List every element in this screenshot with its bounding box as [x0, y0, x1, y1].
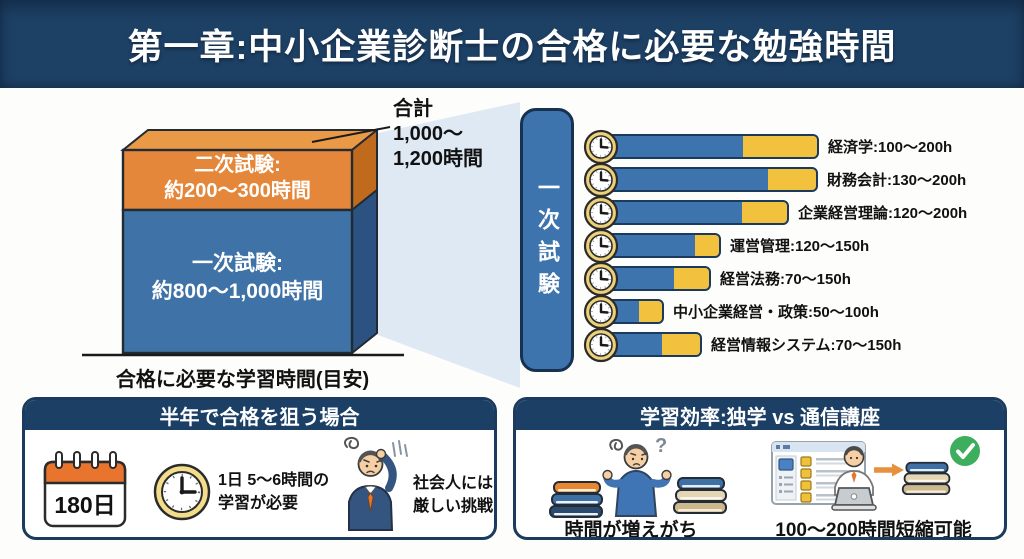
subject-row: 中小企業経営・政策:50〜100h — [583, 295, 967, 328]
calendar-icon: 180日 — [43, 451, 127, 528]
subject-label: 経済学:100〜200h — [828, 139, 953, 156]
subject-bar — [607, 266, 711, 291]
clock-icon — [583, 129, 619, 165]
bar-range-segment — [639, 301, 662, 322]
page-title: 第一章:中小企業診断士の合格に必要な勉強時間 — [127, 27, 897, 67]
subject-row: 経営法務:70〜150h — [583, 262, 967, 295]
subject-label: 企業経営理論:120〜200h — [798, 205, 968, 222]
days-count: 180日 — [54, 492, 115, 518]
bar-min-segment — [609, 136, 743, 157]
books-stack-icon — [548, 480, 606, 518]
total-leader-line — [311, 126, 391, 143]
question-mark-glyph: ? — [655, 435, 667, 457]
arrow-right-icon — [874, 463, 904, 477]
subject-bar — [607, 332, 702, 357]
subject-label: 経営法務:70〜150h — [720, 271, 851, 288]
clock-icon — [583, 294, 619, 330]
subject-label: 中小企業経営・政策:50〜100h — [673, 304, 879, 321]
bar-range-segment — [768, 169, 816, 190]
subject-bar — [607, 167, 818, 192]
efficiency-panel: 学習効率:独学 vs 通信講座 ? 時間が増えがち — [513, 397, 1007, 540]
daily-study-text: 1日 5〜6時間の 学習が必要 — [218, 472, 330, 512]
books-stack-icon — [901, 457, 953, 499]
axis-pill-label: 一次試験 — [535, 176, 560, 304]
box-side-orange — [351, 127, 378, 213]
subject-row: 運営管理:120〜150h — [583, 229, 967, 262]
subject-label: 経営情報システム:70〜150h — [711, 337, 902, 354]
clock-icon — [583, 228, 619, 264]
check-circle-icon — [949, 435, 981, 467]
bar-min-segment — [609, 268, 674, 289]
subject-label: 運営管理:120〜150h — [730, 238, 870, 255]
struggling-worker-icon — [344, 436, 408, 531]
subject-row: 経営情報システム:70〜150h — [583, 328, 967, 361]
efficiency-panel-header: 学習効率:独学 vs 通信講座 — [516, 400, 1004, 430]
bar-min-segment — [609, 202, 742, 223]
subject-row: 財務会計:130〜200h — [583, 163, 967, 196]
challenge-text: 社会人には 厳しい挑戦 — [413, 475, 494, 515]
laptop-person-icon — [831, 446, 877, 511]
total-hours-annotation: 合計 1,000〜 1,200時間 — [393, 98, 484, 170]
bar-range-segment — [662, 334, 700, 355]
stacked-chart-caption: 合格に必要な学習時間(目安) — [115, 369, 370, 391]
half-year-panel-header: 半年で合格を狙う場合 — [25, 400, 494, 430]
header-banner: 第一章:中小企業診断士の合格に必要な勉強時間 — [0, 0, 1024, 88]
subject-bar — [607, 134, 819, 159]
subject-row: 経済学:100〜200h — [583, 130, 967, 163]
bar-min-segment — [609, 235, 695, 256]
clock-icon — [583, 162, 619, 198]
books-stack-icon — [672, 476, 730, 514]
subject-bars-chart: 経済学:100〜200h 財務会計:130〜200h 企業経営理論:120〜20… — [583, 130, 967, 361]
half-year-panel: 半年で合格を狙う場合 180日 1日 5〜6時間の — [22, 397, 497, 540]
confused-person-icon: ? — [602, 435, 672, 517]
bar-range-segment — [674, 268, 709, 289]
course-caption: 100〜200時間短縮可能 — [775, 520, 972, 540]
secondary-exam-label: 二次試験: 約200〜300時間 — [164, 154, 311, 202]
clock-icon — [583, 261, 619, 297]
half-year-panel-body: 180日 1日 5〜6時間の 学習が必要 — [25, 430, 494, 537]
clock-icon-large — [153, 463, 211, 521]
bar-min-segment — [609, 334, 662, 355]
primary-exam-label: 一次試験: 約800〜1,000時間 — [151, 252, 324, 303]
clock-icon — [583, 195, 619, 231]
bar-range-segment — [743, 136, 817, 157]
box-top-face — [120, 129, 380, 151]
self-study-caption: 時間が増えがち — [564, 520, 698, 540]
subject-bar — [607, 233, 721, 258]
subject-row: 企業経営理論:120〜200h — [583, 196, 967, 229]
box-side-blue — [351, 187, 378, 356]
bar-range-segment — [742, 202, 787, 223]
bar-min-segment — [609, 169, 768, 190]
efficiency-panel-title: 学習効率:独学 vs 通信講座 — [639, 406, 881, 429]
half-year-panel-title: 半年で合格を狙う場合 — [159, 406, 360, 429]
efficiency-panel-body: ? 時間が増えがち — [516, 430, 1004, 537]
primary-exam-axis-pill: 一次試験 — [520, 108, 574, 372]
bar-range-segment — [695, 235, 719, 256]
subject-bar — [607, 200, 789, 225]
subject-label: 財務会計:130〜200h — [827, 172, 967, 189]
clock-icon — [583, 327, 619, 363]
